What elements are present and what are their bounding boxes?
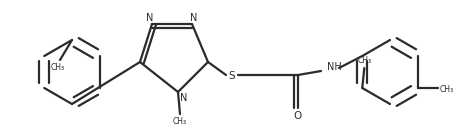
Text: N: N [180,93,187,103]
Text: S: S [229,71,235,81]
Text: CH₃: CH₃ [440,85,454,94]
Text: O: O [293,111,301,121]
Text: N: N [190,13,198,23]
Text: N: N [146,13,154,23]
Text: CH₃: CH₃ [173,117,187,126]
Text: NH: NH [327,62,342,72]
Text: CH₃: CH₃ [51,63,65,72]
Text: CH₃: CH₃ [357,56,371,65]
